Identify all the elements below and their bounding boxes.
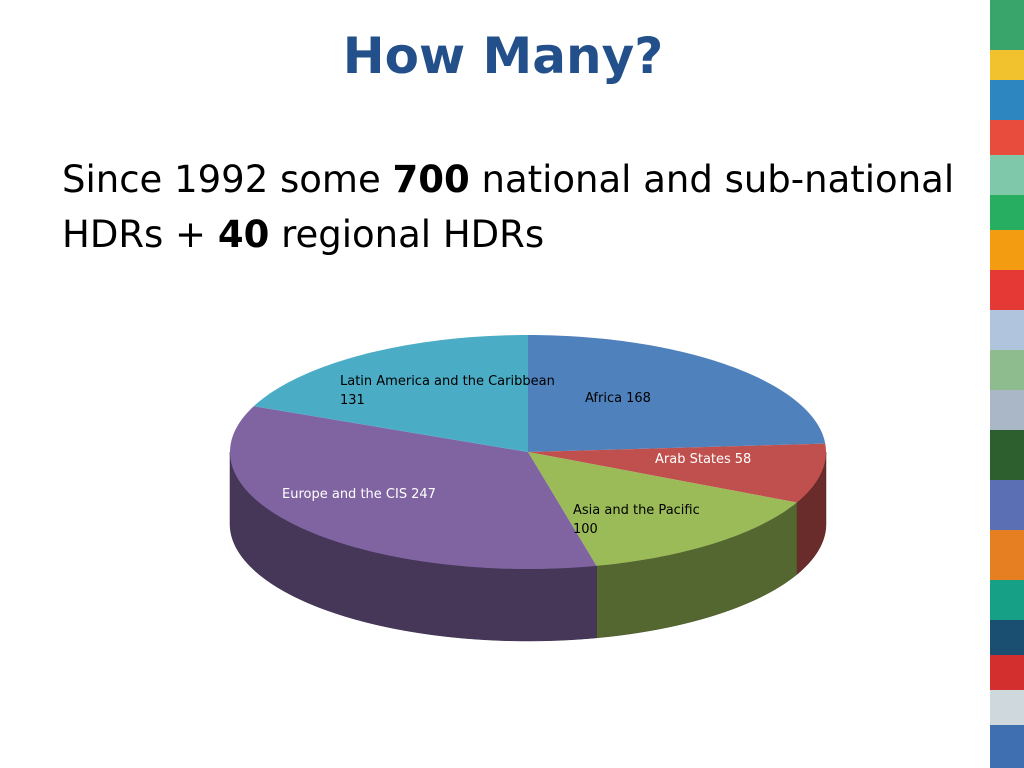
slice bbox=[528, 443, 826, 503]
body-text: national and sub-national bbox=[470, 158, 954, 201]
decorative-strip bbox=[990, 0, 1024, 768]
slice bbox=[528, 335, 826, 452]
body-text: HDRs + bbox=[62, 213, 218, 256]
data-label-value: 100 bbox=[573, 522, 598, 537]
data-label-name: Latin America and the Caribbean bbox=[340, 374, 555, 389]
slice-side bbox=[229, 451, 597, 642]
body-number: 40 bbox=[218, 213, 270, 256]
data-label-value: 247 bbox=[411, 487, 436, 502]
data-label-value: 58 bbox=[735, 452, 752, 467]
body-text: regional HDRs bbox=[269, 213, 544, 256]
body-text: Since 1992 some bbox=[62, 158, 393, 201]
data-label-name: Africa bbox=[585, 391, 622, 406]
slice bbox=[230, 406, 597, 569]
slice bbox=[528, 452, 797, 566]
body-line: HDRs + 40 regional HDRs bbox=[62, 213, 544, 256]
body-number: 700 bbox=[393, 158, 470, 201]
body-line: Since 1992 some 700 national and sub-nat… bbox=[62, 158, 954, 201]
data-label-name: Asia and the Pacific bbox=[573, 503, 700, 518]
data-label-name: Europe and the CIS bbox=[282, 487, 407, 502]
data-label-value: 131 bbox=[340, 393, 365, 408]
data-label-name: Arab States bbox=[655, 452, 731, 467]
pie-chart: Africa 168 Arab States 58 Asia and the Pacif… bbox=[229, 335, 827, 642]
data-label-value: 168 bbox=[626, 391, 651, 406]
slice bbox=[253, 335, 528, 452]
slide-title: How Many? bbox=[343, 27, 663, 85]
